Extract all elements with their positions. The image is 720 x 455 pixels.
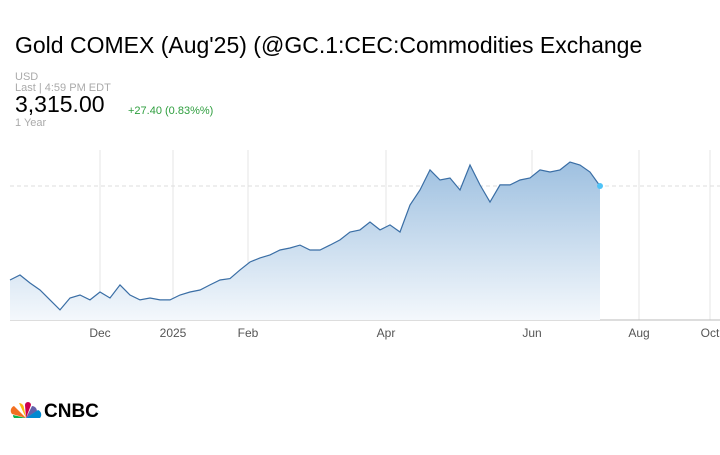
area xyxy=(10,162,600,320)
plot-area: Dec 2025 Feb Apr Jun Aug Oct xyxy=(9,150,720,340)
logo-text: CNBC xyxy=(44,401,99,422)
price: 3,315.00 xyxy=(15,91,105,117)
last-time: Last | 4:59 PM EDT xyxy=(15,82,111,94)
last-point xyxy=(597,182,603,189)
x-tick-label: Dec xyxy=(89,326,110,340)
title: Gold COMEX (Aug'25) (@GC.1:CEC:Commoditi… xyxy=(15,32,642,58)
x-tick-label: Aug xyxy=(628,326,649,340)
x-tick-label: 2025 xyxy=(160,326,187,340)
line xyxy=(9,161,601,311)
change: +27.40 (0.83%%) xyxy=(128,105,213,117)
x-tick-label: Oct xyxy=(701,326,720,340)
currency: USD xyxy=(15,71,38,83)
logo-icon xyxy=(10,402,42,418)
x-tick-label: Jun xyxy=(522,326,541,340)
x-tick-label: Feb xyxy=(238,326,259,340)
x-tick-label: Apr xyxy=(377,326,396,340)
range: 1 Year xyxy=(15,117,47,129)
